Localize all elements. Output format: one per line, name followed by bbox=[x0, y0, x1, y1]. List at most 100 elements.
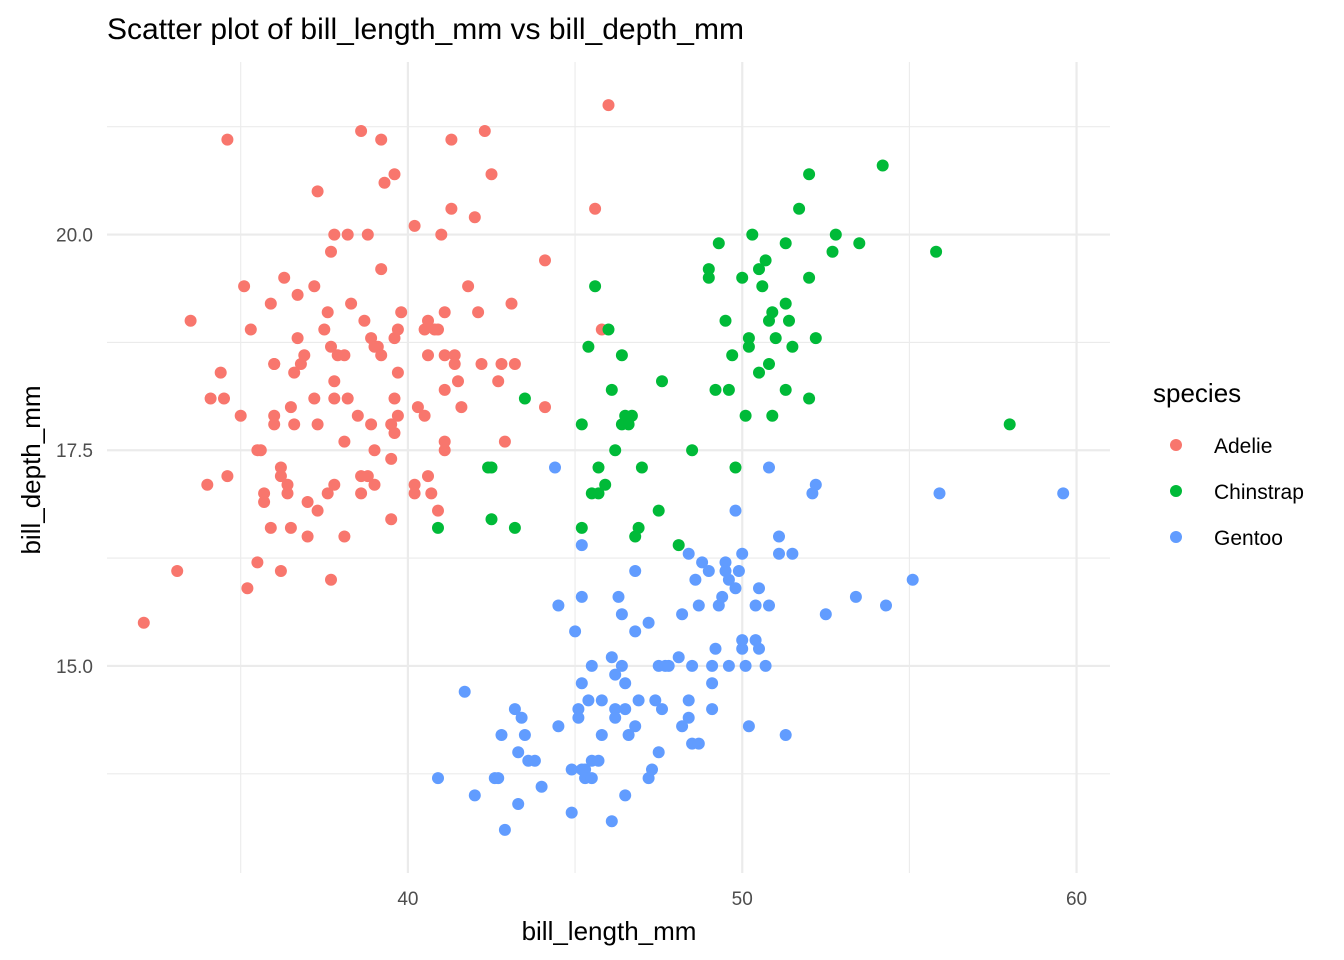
data-point bbox=[753, 366, 765, 379]
data-point bbox=[726, 349, 739, 362]
data-point bbox=[1003, 418, 1016, 431]
data-point bbox=[284, 521, 297, 534]
data-point bbox=[706, 677, 719, 690]
data-point bbox=[408, 487, 421, 500]
data-point bbox=[689, 573, 702, 586]
data-point bbox=[518, 729, 531, 741]
data-point bbox=[803, 271, 816, 284]
data-point bbox=[492, 772, 505, 785]
data-point bbox=[849, 590, 862, 603]
data-point bbox=[605, 651, 618, 664]
data-point bbox=[589, 280, 602, 293]
data-point bbox=[786, 340, 799, 353]
data-point bbox=[709, 383, 722, 396]
data-point bbox=[742, 340, 755, 353]
data-point bbox=[422, 349, 434, 362]
data-point bbox=[615, 349, 628, 362]
data-point bbox=[455, 401, 468, 414]
data-point bbox=[498, 435, 511, 448]
data-point bbox=[779, 383, 792, 396]
data-point bbox=[301, 496, 314, 508]
data-point bbox=[592, 461, 605, 474]
y-tick-label: 15.0 bbox=[56, 657, 93, 678]
data-point bbox=[609, 668, 622, 681]
data-point bbox=[268, 418, 281, 431]
data-point bbox=[579, 763, 592, 776]
data-point bbox=[508, 521, 521, 534]
data-point bbox=[609, 711, 622, 724]
data-point bbox=[411, 401, 424, 414]
legend-label-adelie: Adelie bbox=[1214, 435, 1272, 458]
data-point bbox=[719, 314, 732, 327]
data-point bbox=[803, 392, 816, 405]
data-point bbox=[930, 245, 943, 258]
data-point bbox=[365, 418, 378, 431]
legend-key-adelie bbox=[1170, 439, 1182, 451]
data-point bbox=[575, 521, 588, 534]
data-point bbox=[1057, 487, 1070, 500]
data-point bbox=[736, 634, 749, 647]
grid bbox=[107, 62, 1110, 873]
data-point bbox=[575, 590, 588, 603]
data-point bbox=[385, 452, 398, 465]
data-point bbox=[432, 323, 444, 336]
data-point bbox=[773, 547, 785, 560]
data-point bbox=[716, 590, 729, 603]
data-point bbox=[448, 358, 461, 370]
data-point bbox=[268, 409, 281, 422]
data-point bbox=[642, 616, 655, 629]
data-point bbox=[137, 616, 150, 629]
series-adelie bbox=[137, 99, 615, 629]
data-point bbox=[254, 444, 267, 457]
data-point bbox=[375, 349, 388, 362]
data-point bbox=[582, 694, 595, 707]
data-point bbox=[328, 228, 341, 241]
data-point bbox=[656, 375, 668, 388]
data-point bbox=[686, 444, 699, 457]
legend-key-gentoo bbox=[1170, 531, 1182, 543]
data-points bbox=[137, 99, 1070, 836]
data-point bbox=[492, 375, 505, 388]
data-point bbox=[368, 444, 381, 457]
data-point bbox=[682, 711, 695, 724]
data-point bbox=[602, 99, 615, 112]
data-point bbox=[552, 599, 565, 612]
data-point bbox=[338, 349, 351, 362]
data-point bbox=[468, 789, 481, 802]
data-point bbox=[769, 332, 782, 345]
x-tick-label: 40 bbox=[397, 889, 418, 910]
data-point bbox=[388, 392, 401, 405]
data-point bbox=[722, 383, 735, 396]
data-point bbox=[318, 323, 331, 336]
legend-label-gentoo: Gentoo bbox=[1214, 527, 1283, 550]
data-point bbox=[742, 720, 755, 733]
data-point bbox=[619, 789, 632, 802]
data-point bbox=[338, 530, 351, 543]
legend-key-chinstrap bbox=[1170, 485, 1182, 497]
data-point bbox=[308, 280, 321, 293]
data-point bbox=[722, 573, 735, 586]
data-point bbox=[512, 798, 525, 810]
data-point bbox=[632, 694, 645, 707]
data-point bbox=[582, 340, 595, 353]
data-point bbox=[264, 297, 277, 310]
data-point bbox=[793, 202, 806, 215]
data-point bbox=[766, 409, 779, 422]
data-point bbox=[325, 245, 337, 258]
data-point bbox=[438, 306, 451, 319]
data-point bbox=[274, 565, 287, 577]
data-point bbox=[311, 418, 324, 431]
data-point bbox=[676, 720, 689, 733]
data-point bbox=[388, 427, 401, 439]
data-point bbox=[876, 159, 889, 172]
data-point bbox=[325, 573, 337, 586]
data-point bbox=[328, 375, 341, 388]
data-point bbox=[535, 780, 548, 793]
data-point bbox=[635, 461, 648, 474]
data-point bbox=[696, 556, 709, 569]
data-point bbox=[572, 711, 585, 724]
data-point bbox=[505, 297, 518, 310]
data-point bbox=[622, 729, 635, 741]
data-point bbox=[508, 703, 521, 716]
data-point bbox=[432, 521, 444, 534]
